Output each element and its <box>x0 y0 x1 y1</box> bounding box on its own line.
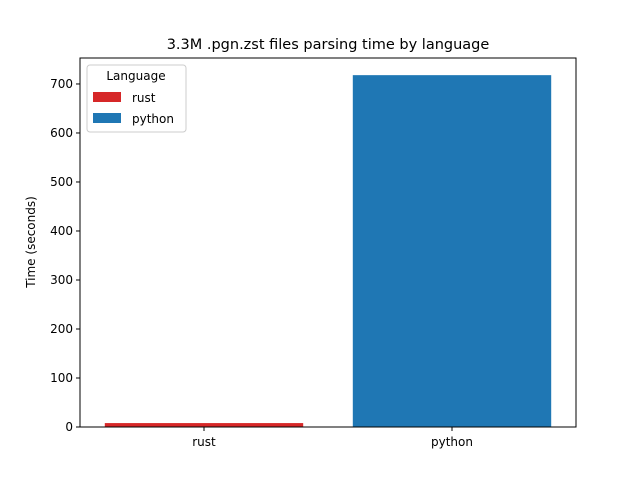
y-tick-label: 400 <box>50 224 73 238</box>
bar-rust <box>104 423 304 427</box>
plot-frame <box>79 57 577 428</box>
y-axis-label: Time (seconds) <box>24 196 38 289</box>
y-tick-label: 0 <box>65 420 73 434</box>
legend-title: Language <box>106 69 165 83</box>
legend: Language rust python <box>86 64 187 133</box>
bars <box>104 75 552 427</box>
y-tick-label: 600 <box>50 126 73 140</box>
legend-label-python: python <box>132 112 174 126</box>
bar-python <box>352 75 552 427</box>
chart-title: 3.3M .pgn.zst files parsing time by lang… <box>167 37 490 53</box>
legend-label-rust: rust <box>132 91 156 105</box>
x-axis-ticks: rust python <box>192 427 473 449</box>
x-tick-label-python: python <box>431 435 473 449</box>
x-tick-label-rust: rust <box>192 435 216 449</box>
y-tick-label: 300 <box>50 273 73 287</box>
legend-swatch-python <box>93 113 121 123</box>
legend-swatch-rust <box>93 92 121 102</box>
y-tick-label: 500 <box>50 175 73 189</box>
y-tick-label: 700 <box>50 77 73 91</box>
y-axis-ticks: 0 100 200 300 400 500 600 700 <box>50 77 80 434</box>
y-tick-label: 100 <box>50 371 73 385</box>
y-tick-label: 200 <box>50 322 73 336</box>
